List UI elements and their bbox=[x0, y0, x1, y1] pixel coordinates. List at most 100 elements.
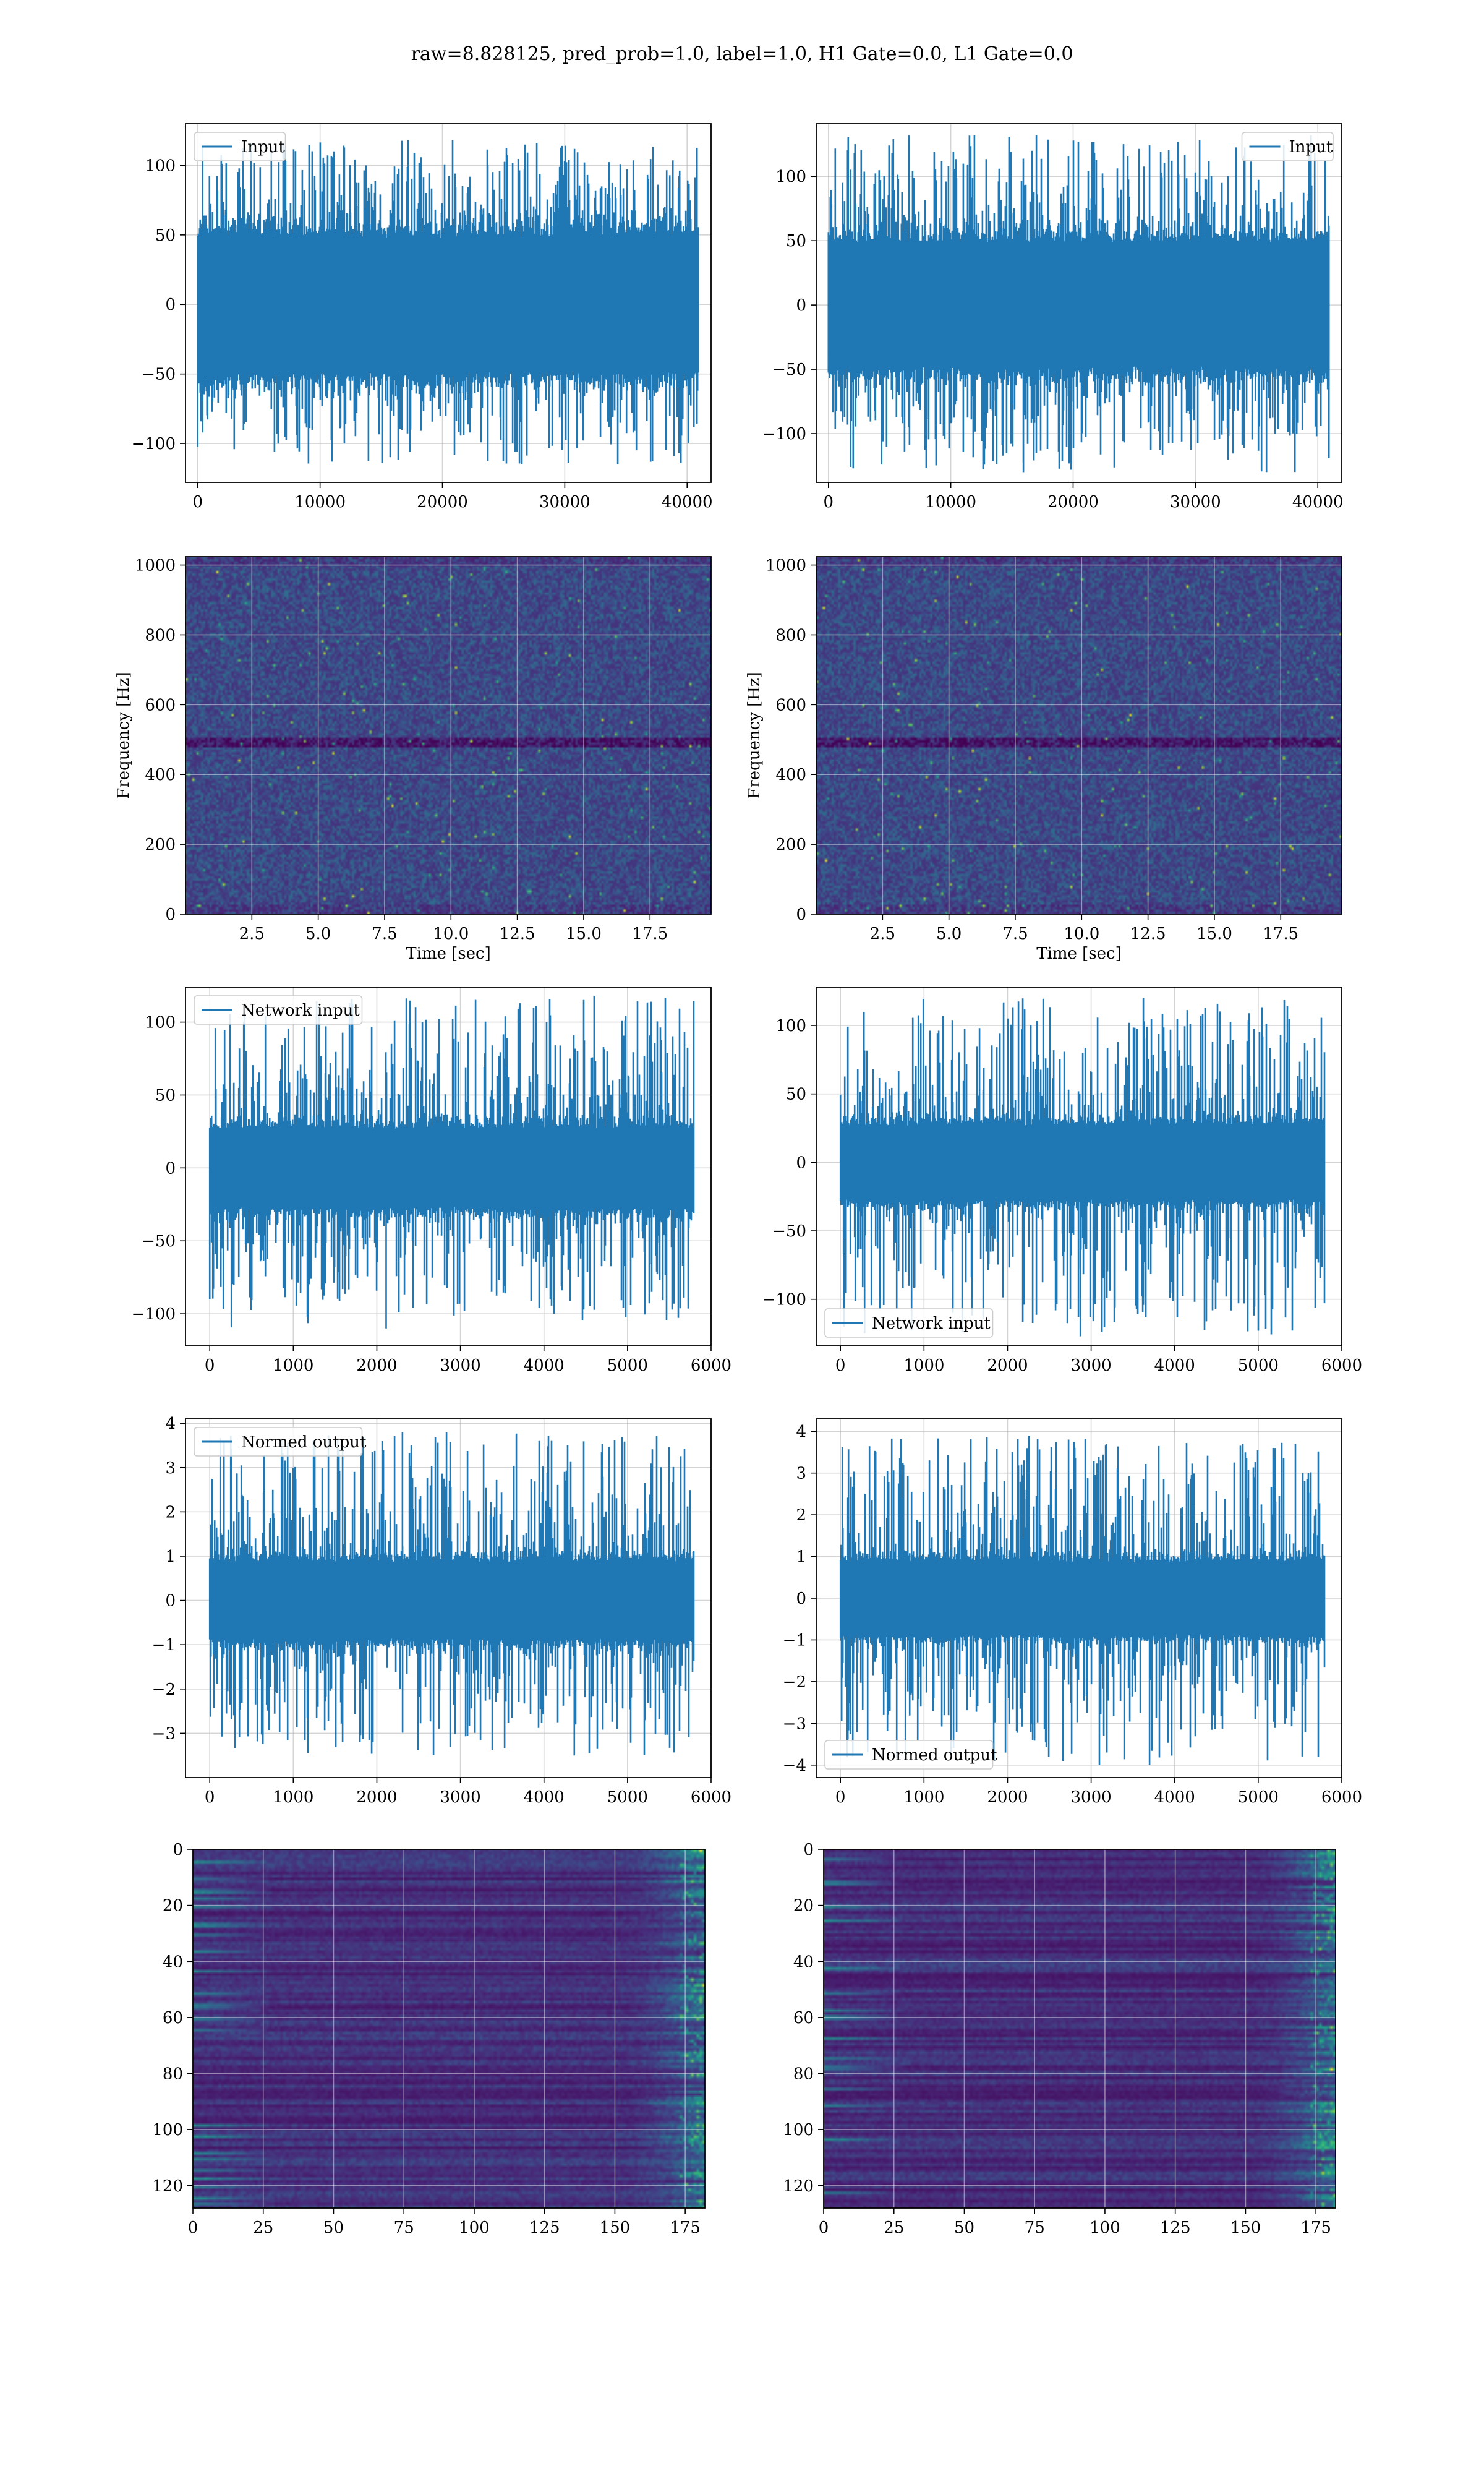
legend-box bbox=[194, 995, 363, 1025]
x-tick-label: 175 bbox=[670, 2219, 701, 2237]
spectrogram-l1-chart: 2.5 5.0 7.5 10.0 12.5 15.0 17.5 0 200 400 600 800 10… bbox=[745, 556, 1342, 963]
y-tick-label: 80 bbox=[793, 2065, 814, 2084]
x-axis-label: Time [sec] bbox=[406, 944, 491, 963]
x-tick-label: 3000 bbox=[440, 1788, 481, 1807]
x-tick-label: 125 bbox=[1160, 2219, 1191, 2237]
y-tick-label: 400 bbox=[775, 766, 806, 784]
y-tick-label: −100 bbox=[132, 1305, 176, 1324]
y-tick-label: 200 bbox=[775, 836, 806, 854]
x-tick-label: 15.0 bbox=[566, 925, 602, 943]
x-tick-label: 3000 bbox=[1071, 1356, 1112, 1375]
y-tick-label: 80 bbox=[163, 2065, 183, 2084]
axes-frame bbox=[816, 556, 1342, 915]
series-core-band bbox=[840, 1569, 1325, 1628]
y-tick-label: −100 bbox=[762, 1291, 806, 1309]
y-tick-label: 0 bbox=[165, 1159, 176, 1178]
x-tick-label: 10000 bbox=[294, 493, 346, 511]
y-axis-label: Frequency [Hz] bbox=[114, 672, 133, 799]
axes-frame bbox=[185, 123, 712, 483]
y-tick-label: 4 bbox=[796, 1423, 806, 1441]
y-tick-label: −1 bbox=[783, 1631, 806, 1650]
legend-label: Network input bbox=[241, 1001, 360, 1020]
x-tick-label: 0 bbox=[824, 493, 834, 511]
y-tick-label: 0 bbox=[165, 1592, 176, 1611]
y-tick-label: 1 bbox=[796, 1548, 806, 1567]
y-tick-label: −100 bbox=[132, 435, 176, 453]
y-tick-label: 100 bbox=[152, 2121, 183, 2139]
legend-label: Network input bbox=[872, 1314, 991, 1333]
x-tick-label: 7.5 bbox=[372, 925, 397, 943]
legend: Normed output bbox=[824, 1740, 997, 1770]
y-tick-label: 0 bbox=[173, 1841, 183, 1859]
y-tick-label: 100 bbox=[145, 156, 176, 175]
x-tick-label: 6000 bbox=[1321, 1356, 1362, 1375]
feature-map-image bbox=[193, 1849, 705, 2208]
legend-label: Normed output bbox=[241, 1433, 367, 1452]
x-tick-label: 5.0 bbox=[936, 925, 962, 943]
y-tick-label: 100 bbox=[775, 168, 806, 186]
y-tick-label: 1 bbox=[165, 1547, 176, 1566]
spectrogram-image bbox=[186, 557, 711, 914]
x-tick-label: 17.5 bbox=[632, 925, 668, 943]
y-tick-label: 3 bbox=[796, 1465, 806, 1483]
x-tick-label: 12.5 bbox=[500, 925, 535, 943]
y-tick-label: 800 bbox=[145, 626, 176, 644]
x-axis-label: Time [sec] bbox=[1036, 944, 1122, 963]
x-tick-label: 75 bbox=[394, 2219, 414, 2237]
x-tick-label: 5.0 bbox=[305, 925, 331, 943]
y-tick-label: 2 bbox=[165, 1503, 176, 1522]
axes-frame bbox=[185, 987, 712, 1346]
legend-label: Input bbox=[1289, 138, 1333, 156]
input-l1-chart: 0 10000 20000 30000 40000 −100 −50 0 50 100 Input bbox=[762, 123, 1344, 511]
x-tick-label: 0 bbox=[819, 2219, 829, 2237]
y-tick-label: 120 bbox=[152, 2177, 183, 2196]
x-tick-label: 3000 bbox=[1071, 1788, 1112, 1807]
series-core-band bbox=[210, 1569, 694, 1632]
x-tick-label: 100 bbox=[459, 2219, 490, 2237]
y-tick-label: −3 bbox=[783, 1714, 806, 1733]
legend-box bbox=[1241, 132, 1334, 161]
y-tick-label: 0 bbox=[796, 1590, 806, 1608]
x-tick-label: 4000 bbox=[524, 1356, 565, 1375]
y-tick-label: −50 bbox=[142, 1232, 176, 1251]
normed-output-h1-chart: 0 1000 2000 3000 4000 5000 6000 −3 −2 −1 0 1 2 3 4 Norm… bbox=[152, 1415, 731, 1807]
spectrogram-image bbox=[816, 557, 1342, 914]
series-core-band bbox=[828, 255, 1330, 356]
y-tick-label: 800 bbox=[775, 626, 806, 644]
x-tick-label: 2000 bbox=[356, 1788, 397, 1807]
x-tick-label: 2000 bbox=[987, 1788, 1028, 1807]
y-tick-label: 0 bbox=[796, 296, 806, 315]
y-tick-label: 50 bbox=[786, 1085, 806, 1104]
y-tick-label: 50 bbox=[155, 226, 176, 245]
spectrogram-h1-chart: 2.5 5.0 7.5 10.0 12.5 15.0 17.5 0 200 400 600 800 10… bbox=[114, 556, 712, 963]
y-tick-label: 1000 bbox=[765, 557, 806, 575]
x-tick-label: 2.5 bbox=[870, 925, 895, 943]
legend: Normed output bbox=[194, 1427, 367, 1457]
x-tick-label: 0 bbox=[835, 1356, 846, 1375]
series-core-band bbox=[210, 1136, 694, 1200]
y-tick-label: 40 bbox=[793, 1953, 814, 1971]
y-tick-label: −50 bbox=[142, 366, 176, 384]
y-tick-label: 60 bbox=[163, 2009, 183, 2027]
x-tick-label: 150 bbox=[1230, 2219, 1261, 2237]
x-tick-label: 6000 bbox=[691, 1788, 731, 1807]
x-tick-label: 125 bbox=[529, 2219, 560, 2237]
y-tick-label: 200 bbox=[145, 836, 176, 854]
y-axis-label: Frequency [Hz] bbox=[745, 672, 764, 799]
y-tick-label: 0 bbox=[796, 905, 806, 924]
x-tick-label: 175 bbox=[1300, 2219, 1331, 2237]
y-tick-label: −50 bbox=[772, 1222, 806, 1241]
x-tick-label: 17.5 bbox=[1263, 925, 1298, 943]
legend-box bbox=[194, 1427, 363, 1457]
y-tick-label: 3 bbox=[165, 1459, 176, 1478]
x-tick-label: 20000 bbox=[1047, 493, 1099, 511]
network-input-h1-chart: 0 1000 2000 3000 4000 5000 6000 −100 −50 0 50 100 Ne… bbox=[132, 987, 731, 1375]
y-tick-label: 600 bbox=[145, 696, 176, 714]
x-tick-label: 150 bbox=[600, 2219, 631, 2237]
x-tick-label: 5000 bbox=[1238, 1356, 1279, 1375]
x-tick-label: 5000 bbox=[607, 1788, 648, 1807]
y-tick-label: 4 bbox=[165, 1415, 176, 1433]
x-tick-label: 40000 bbox=[1292, 493, 1344, 511]
x-tick-label: 6000 bbox=[691, 1356, 731, 1375]
